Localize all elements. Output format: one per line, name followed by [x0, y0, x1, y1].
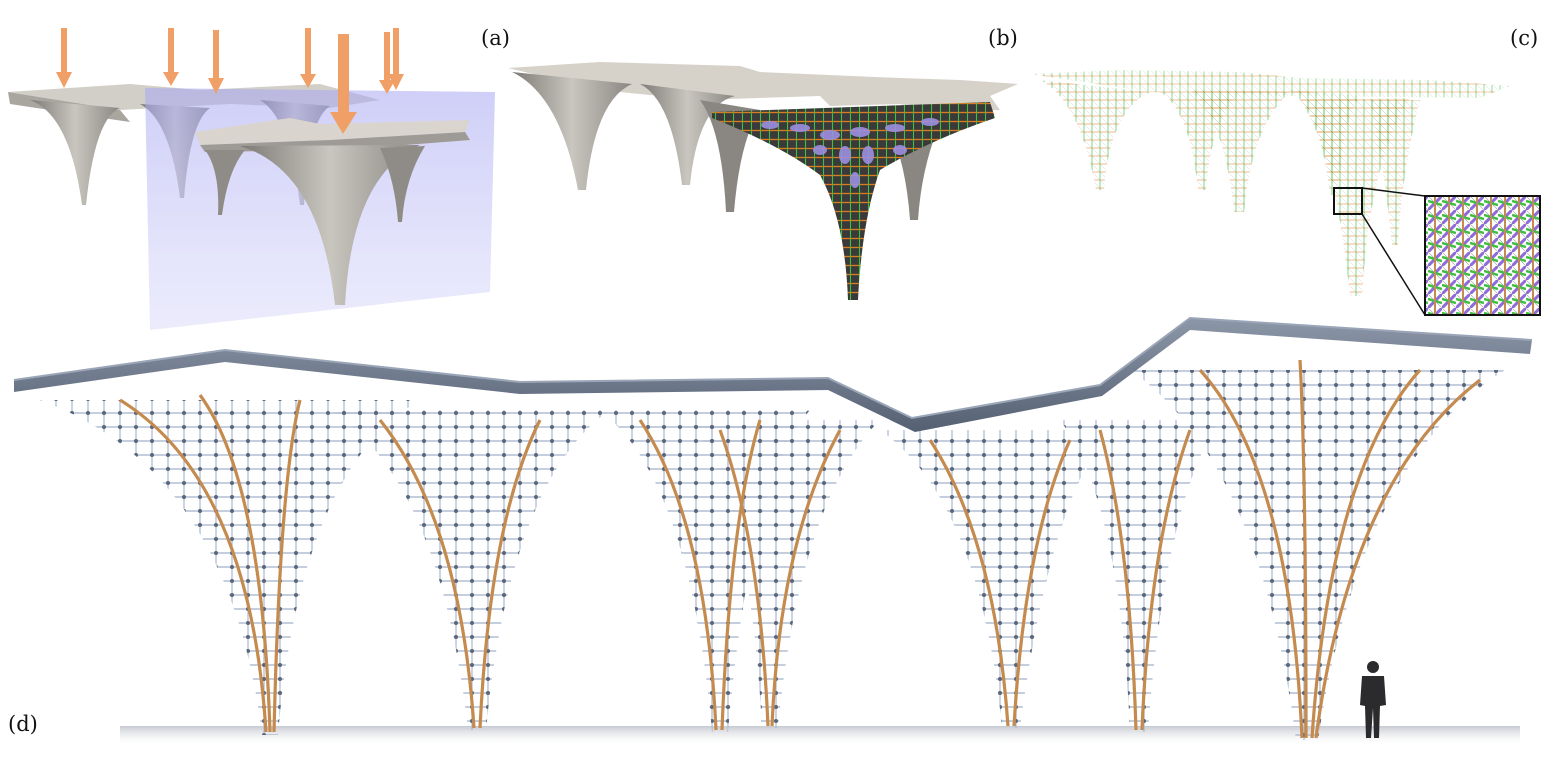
slab-b-top — [508, 62, 1018, 112]
panel-a-illustration — [8, 28, 495, 330]
wire-slab — [1030, 70, 1510, 98]
wire-cone-6 — [1370, 100, 1420, 245]
cone-b-1 — [512, 72, 632, 190]
detail-box — [1333, 187, 1363, 215]
panel-b-illustration — [508, 62, 1018, 300]
column-5 — [880, 430, 1110, 728]
panel-label-b: (b) — [988, 26, 1018, 50]
panel-c-illustration — [1030, 70, 1541, 316]
person-scale-figure — [1360, 661, 1386, 738]
ground-shadow — [120, 726, 1520, 746]
stress-mesh — [712, 102, 995, 300]
column-4 — [690, 420, 880, 728]
cone-front-main — [240, 145, 420, 305]
column-2 — [330, 410, 610, 730]
panel-d-illustration — [13, 316, 1533, 746]
timber-members — [119, 359, 1481, 739]
panel-label-c: (c) — [1510, 26, 1539, 50]
detail-inset — [1424, 195, 1541, 316]
lattice-columns — [40, 370, 1505, 740]
load-arrows — [56, 28, 404, 134]
stress-ellipses — [761, 118, 939, 188]
slab-front-top — [195, 118, 470, 145]
panel-label-a: (a) — [481, 26, 510, 50]
wire-cone-1 — [1040, 80, 1150, 190]
column-7 — [1130, 370, 1505, 740]
column-6 — [1060, 420, 1220, 732]
wire-cone-3 — [1190, 90, 1290, 212]
panel-label-d: (d) — [8, 712, 38, 736]
column-1 — [40, 400, 420, 735]
cone-back-1 — [30, 100, 120, 205]
